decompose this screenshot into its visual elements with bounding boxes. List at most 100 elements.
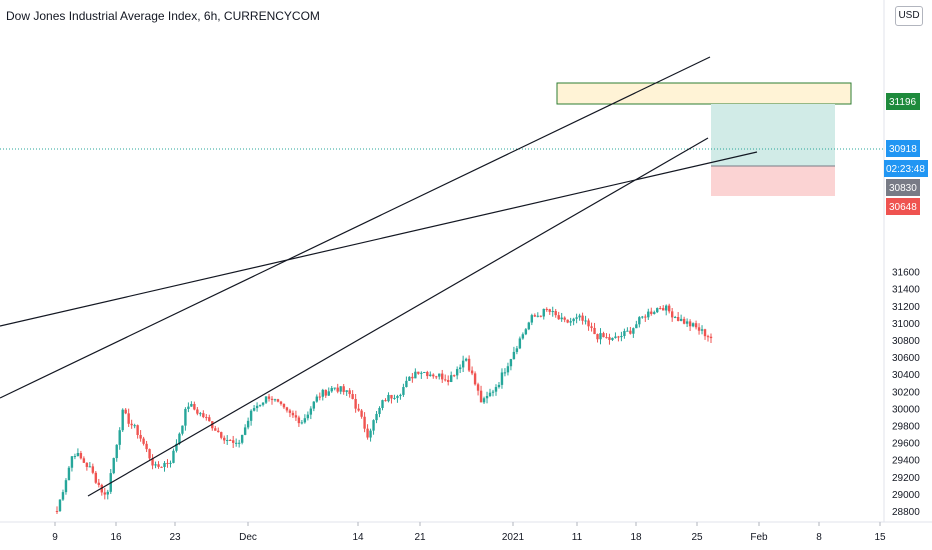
candle — [584, 315, 587, 325]
long-trend-line[interactable] — [0, 151, 758, 327]
candle — [240, 434, 244, 445]
candle — [441, 369, 444, 383]
candle — [294, 410, 298, 421]
candle — [635, 320, 638, 329]
candle — [545, 307, 548, 312]
candle — [575, 313, 578, 324]
candle — [163, 461, 166, 472]
candle — [473, 371, 477, 386]
loss-zone[interactable] — [711, 166, 835, 196]
price-tick-label: 29200 — [892, 473, 920, 484]
candle — [55, 506, 59, 514]
candle — [542, 308, 545, 320]
candle — [405, 376, 408, 388]
price-tick-label: 30800 — [892, 336, 920, 347]
candle — [524, 328, 528, 336]
candle — [160, 466, 163, 468]
candle — [653, 310, 656, 315]
candle — [629, 326, 632, 335]
time-axis[interactable]: 9 16 23 Dec 14 21 2021 11 18 25 Feb 8 15 — [52, 522, 886, 543]
chart-title: Dow Jones Industrial Average Index, 6h, … — [6, 9, 320, 23]
candle — [691, 322, 695, 328]
resistance-price-label: 31196 — [889, 97, 917, 108]
candle — [82, 456, 86, 464]
candle — [297, 415, 301, 427]
profit-zone[interactable] — [711, 104, 835, 166]
candle — [614, 332, 617, 339]
candle — [372, 419, 375, 435]
candle — [246, 417, 250, 430]
time-tick-label: 18 — [630, 532, 642, 543]
candle — [58, 499, 62, 512]
candle — [145, 440, 148, 453]
candle — [348, 388, 351, 398]
candle — [703, 328, 707, 340]
candle — [211, 421, 214, 431]
candle — [539, 315, 542, 318]
candle — [488, 388, 492, 398]
candle — [518, 336, 522, 350]
entry-price-tag: 30830 — [886, 179, 920, 196]
candle — [363, 412, 366, 433]
candle — [452, 374, 456, 378]
candle — [255, 402, 259, 412]
lower-channel-line[interactable] — [87, 137, 709, 497]
candle — [154, 461, 157, 469]
candle — [497, 382, 501, 389]
price-axis[interactable]: 31600 31400 31200 31000 30800 30600 30400 30200… — [892, 268, 920, 518]
candle — [231, 435, 235, 448]
candle — [411, 373, 414, 383]
candle — [638, 316, 641, 328]
time-tick-label: 2021 — [502, 532, 525, 543]
candle — [208, 414, 211, 422]
candle — [470, 366, 474, 376]
candle — [318, 392, 321, 401]
candle — [384, 398, 387, 402]
candle — [205, 414, 208, 421]
time-tick-label: 14 — [352, 532, 364, 543]
candle — [467, 355, 471, 373]
candle — [226, 435, 229, 445]
candle — [288, 408, 292, 418]
candle — [136, 424, 139, 439]
candle — [267, 393, 271, 402]
candle — [515, 345, 519, 355]
time-tick-label: Dec — [239, 532, 257, 543]
price-tick-label: 31400 — [892, 285, 920, 296]
candle — [506, 362, 510, 376]
candle — [330, 386, 333, 393]
candle — [402, 383, 405, 397]
candle — [590, 322, 593, 332]
candle — [88, 461, 92, 468]
candle — [73, 453, 77, 460]
resistance-zone[interactable] — [556, 82, 852, 105]
candle — [632, 327, 635, 338]
candle — [264, 396, 268, 405]
candles-layer — [55, 303, 713, 514]
candle — [494, 384, 498, 396]
candle — [455, 366, 459, 380]
candle — [521, 332, 525, 340]
candle — [608, 333, 611, 345]
candle — [656, 307, 659, 314]
upper-channel-line[interactable] — [0, 56, 711, 399]
candle — [378, 406, 381, 418]
currency-button[interactable]: USD — [895, 6, 923, 26]
candle — [587, 318, 590, 331]
candle — [273, 398, 277, 402]
candle — [420, 371, 423, 379]
candle — [688, 319, 692, 332]
candle — [109, 468, 112, 494]
candle — [503, 368, 507, 377]
candle — [461, 355, 465, 373]
candle — [464, 357, 468, 362]
candle — [61, 489, 65, 501]
candle — [321, 388, 324, 401]
candle — [408, 376, 411, 381]
price-tick-label: 29600 — [892, 439, 920, 450]
current-price-label: 30918 — [889, 144, 917, 155]
candle — [593, 322, 596, 335]
price-tick-label: 30200 — [892, 387, 920, 398]
candle — [115, 444, 118, 462]
